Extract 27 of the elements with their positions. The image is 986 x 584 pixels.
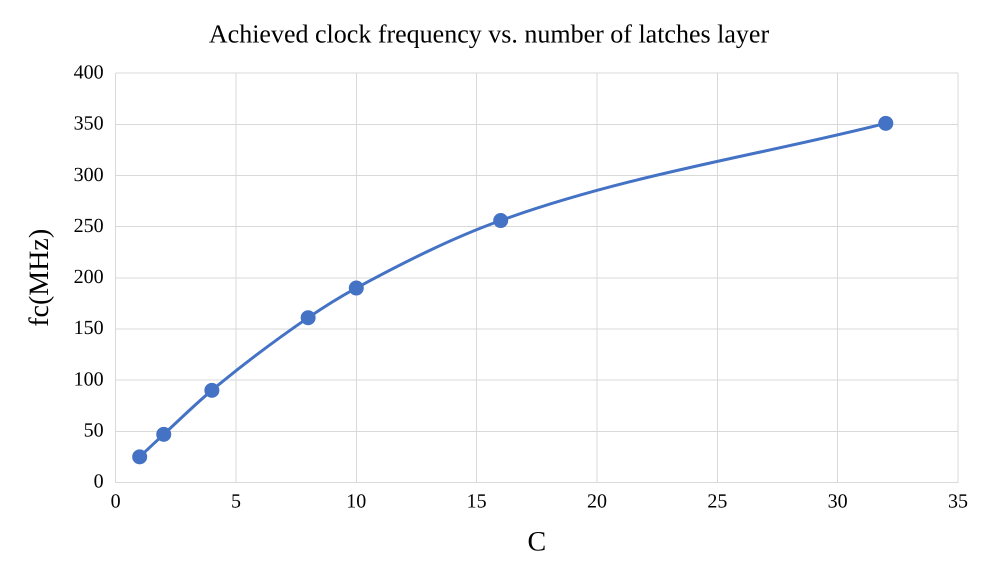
point xyxy=(132,449,148,464)
y-tick-label: 100 xyxy=(74,368,104,390)
point xyxy=(204,382,220,398)
point xyxy=(493,213,508,228)
y-axis-title: fc(MHz) xyxy=(24,228,56,327)
x-axis-title: C xyxy=(527,526,546,558)
point xyxy=(300,310,316,326)
chart-title: Achieved clock frequency vs. number of latches layer xyxy=(208,19,770,48)
y-tick-label: 250 xyxy=(74,214,104,237)
y-tick-label: 400 xyxy=(74,61,104,84)
y-tick-label: 50 xyxy=(84,420,104,442)
y-tick-label: 350 xyxy=(74,112,104,135)
y-tick-label: 300 xyxy=(74,164,104,186)
x-tick-label: 25 xyxy=(707,490,728,513)
x-tick-label: 5 xyxy=(230,490,241,513)
point xyxy=(348,280,364,296)
x-tick-label: 15 xyxy=(466,490,487,513)
point xyxy=(156,426,172,442)
point xyxy=(878,116,894,131)
x-tick-label: 10 xyxy=(346,490,366,513)
x-tick-label: 0 xyxy=(110,490,121,513)
x-tick-label: 20 xyxy=(586,490,607,513)
x-tick-label: 30 xyxy=(828,490,848,513)
y-tick-label: 150 xyxy=(74,317,104,340)
y-tick-label: 200 xyxy=(74,266,104,288)
x-tick-label: 35 xyxy=(948,490,968,513)
y-tick-label: 0 xyxy=(94,470,104,493)
